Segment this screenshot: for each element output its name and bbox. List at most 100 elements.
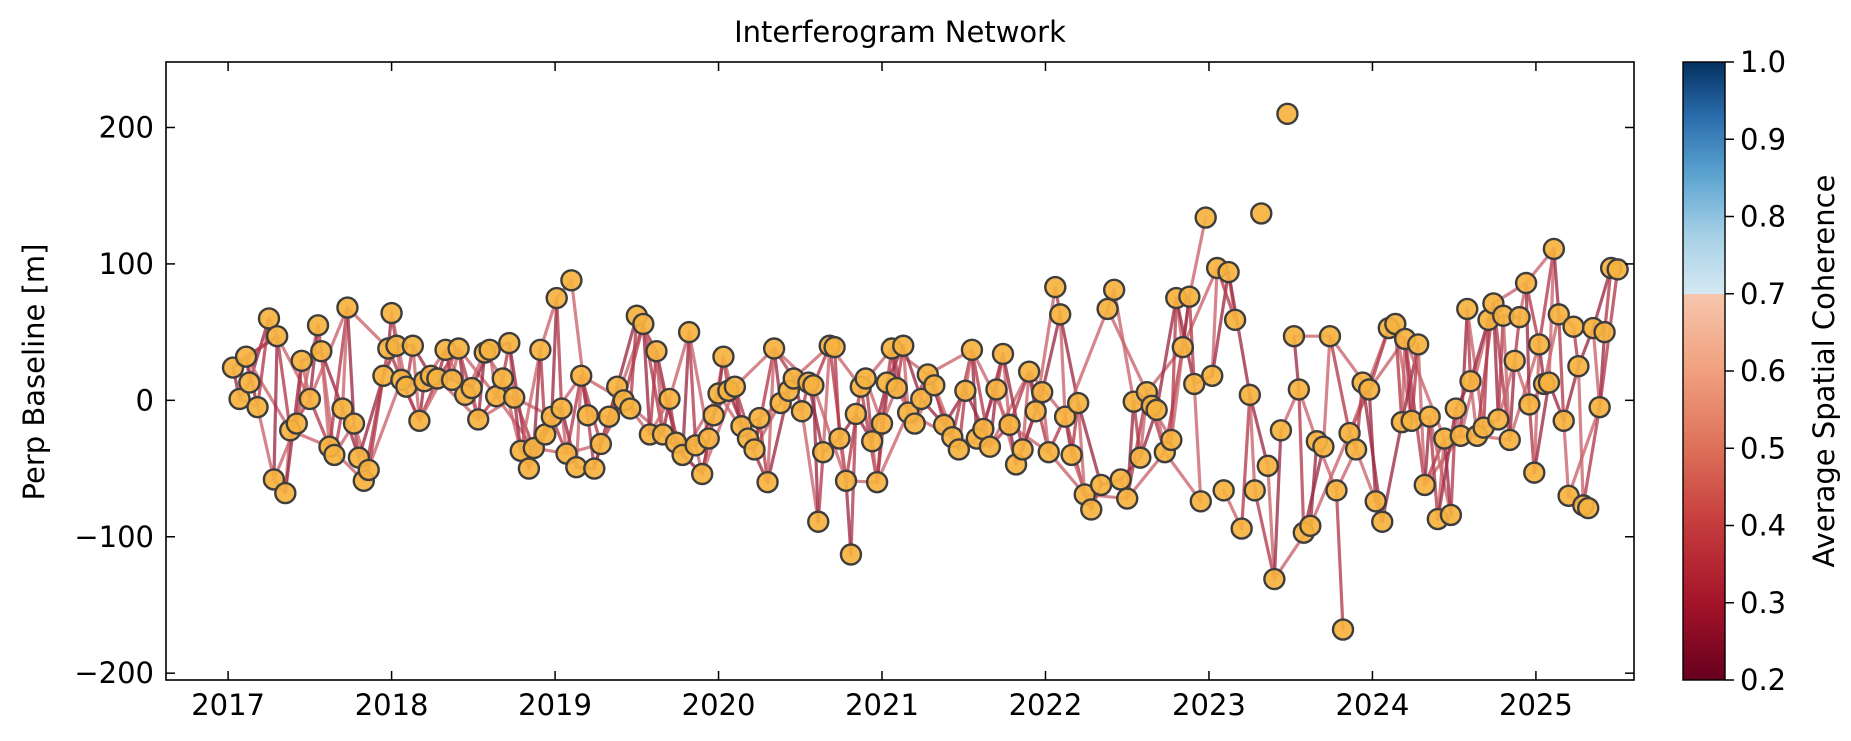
acquisition-point bbox=[1331, 618, 1355, 641]
y-axis-label: Perp Baseline [m] bbox=[17, 244, 51, 501]
acquisition-point bbox=[1542, 237, 1566, 261]
acquisition-point bbox=[467, 408, 490, 431]
acquisition-point bbox=[1567, 355, 1590, 378]
acquisition-point bbox=[1201, 364, 1224, 387]
y-tick-label: 200 bbox=[99, 110, 154, 144]
interferogram-edge bbox=[641, 322, 652, 437]
interferogram-edge bbox=[272, 334, 279, 482]
acquisition-point bbox=[1312, 435, 1335, 458]
colorbar-tick-label: 0.6 bbox=[1740, 354, 1786, 388]
interferogram-edge bbox=[1328, 334, 1352, 435]
acquisition-point bbox=[498, 331, 521, 355]
acquisition-point bbox=[1444, 397, 1468, 420]
acquisition-point bbox=[1044, 275, 1067, 299]
acquisition-point bbox=[743, 438, 766, 461]
interferogram-edge bbox=[1308, 439, 1319, 528]
y-axis-ticks: −200 −100 0 100 200 bbox=[74, 110, 1634, 690]
x-tick-label: 2017 bbox=[191, 688, 265, 722]
acquisition-point bbox=[1514, 271, 1538, 295]
interferogram-edge bbox=[1248, 393, 1270, 468]
acquisition-point bbox=[1498, 428, 1521, 452]
acquisition-point bbox=[478, 338, 501, 362]
acquisition-point bbox=[1145, 398, 1168, 422]
acquisition-point bbox=[991, 342, 1015, 366]
interferogram-edge bbox=[1169, 296, 1178, 442]
colorbar bbox=[1682, 61, 1726, 681]
acquisition-point bbox=[1318, 325, 1342, 348]
interferogram-edge bbox=[550, 296, 559, 419]
interferogram-edge bbox=[1106, 307, 1149, 394]
y-tick-label: 100 bbox=[99, 247, 154, 281]
acquisition-point bbox=[632, 312, 655, 336]
acquisition-point bbox=[834, 469, 858, 493]
acquisition-point bbox=[265, 325, 289, 348]
acquisition-point bbox=[811, 440, 835, 464]
interferogram-edge bbox=[1266, 464, 1276, 581]
acquisition-point bbox=[545, 286, 568, 310]
acquisition-point bbox=[1129, 446, 1152, 469]
interferogram-edge bbox=[295, 323, 320, 426]
acquisition-point bbox=[1217, 260, 1240, 284]
interferogram-edge bbox=[1058, 312, 1067, 419]
acquisition-point bbox=[1459, 370, 1482, 393]
acquisition-point bbox=[298, 387, 322, 411]
acquisition-point bbox=[1439, 503, 1463, 527]
interferogram-edge bbox=[654, 349, 665, 437]
acquisition-point bbox=[372, 364, 395, 387]
colorbar-tick-label: 0.2 bbox=[1740, 663, 1786, 697]
acquisition-point bbox=[357, 458, 380, 482]
interferogram-edge bbox=[1076, 401, 1103, 487]
acquisition-point bbox=[1238, 383, 1262, 407]
acquisition-point bbox=[1060, 443, 1083, 467]
acquisition-point bbox=[807, 510, 830, 533]
colorbar-tick-label: 0.9 bbox=[1740, 122, 1786, 156]
acquisition-point bbox=[1552, 409, 1575, 432]
acquisition-point bbox=[1116, 487, 1139, 510]
acquisition-point bbox=[960, 338, 984, 362]
acquisition-point bbox=[1282, 325, 1306, 348]
interferogram-edge bbox=[308, 323, 320, 401]
interferogram-edge bbox=[1524, 281, 1531, 407]
x-tick-label: 2022 bbox=[1009, 688, 1083, 722]
x-tick-label: 2018 bbox=[355, 688, 429, 722]
interferogram-edge bbox=[687, 330, 698, 447]
acquisition-point bbox=[336, 296, 359, 319]
acquisition-point bbox=[550, 397, 573, 420]
colorbar-tick-label: 0.4 bbox=[1740, 509, 1786, 543]
interferogram-edge bbox=[1181, 266, 1219, 349]
interferogram-edge bbox=[1423, 415, 1432, 487]
interferogram-edge bbox=[319, 349, 332, 449]
acquisition-point bbox=[790, 400, 814, 423]
acquisition-point bbox=[1037, 440, 1060, 464]
interferogram-edge bbox=[1557, 312, 1566, 423]
acquisition-point bbox=[1562, 315, 1585, 338]
acquisition-point bbox=[380, 301, 403, 325]
interferogram-edge bbox=[327, 305, 350, 449]
acquisition-point bbox=[947, 438, 971, 461]
acquisition-point bbox=[1017, 360, 1041, 383]
acquisition-point bbox=[1031, 380, 1054, 404]
interferogram-edge bbox=[1076, 401, 1087, 497]
interferogram-edge bbox=[811, 383, 848, 483]
interferogram-edge bbox=[1581, 405, 1602, 507]
y-tick-label: −200 bbox=[74, 656, 154, 690]
acquisition-point bbox=[228, 387, 251, 411]
acquisition-point bbox=[1212, 479, 1235, 502]
acquisition-point bbox=[447, 337, 470, 360]
acquisition-point bbox=[1325, 479, 1348, 502]
interferogram-edge bbox=[1187, 295, 1196, 386]
acquisition-point bbox=[576, 404, 599, 427]
acquisition-point bbox=[1593, 320, 1616, 344]
acquisition-point bbox=[1243, 479, 1266, 502]
acquisition-point bbox=[331, 397, 354, 420]
x-tick-label: 2019 bbox=[518, 688, 592, 722]
acquisition-point bbox=[1194, 206, 1217, 229]
interferogram-edge bbox=[1428, 415, 1440, 521]
acquisition-point bbox=[1011, 438, 1034, 461]
interferogram-edge bbox=[648, 349, 659, 437]
x-tick-label: 2025 bbox=[1499, 688, 1573, 722]
acquisition-point bbox=[697, 427, 720, 450]
interferogram-edge bbox=[1496, 314, 1505, 422]
acquisition-point bbox=[1066, 391, 1090, 415]
acquisition-point bbox=[1189, 490, 1212, 513]
